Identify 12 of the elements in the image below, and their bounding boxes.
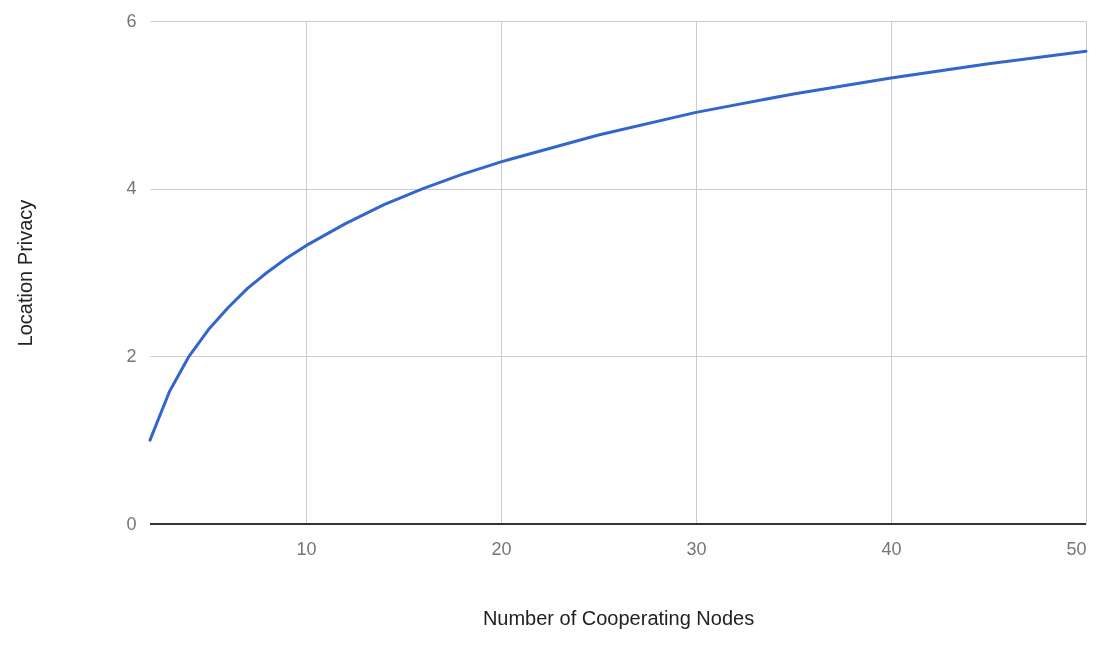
y-axis-title: Location Privacy	[14, 199, 37, 347]
x-tick-label: 50	[1066, 538, 1087, 559]
x-tick-label: 40	[881, 538, 902, 559]
y-tick-label: 2	[126, 345, 137, 366]
x-tick-label: 20	[491, 538, 512, 559]
x-tick-label: 10	[296, 538, 317, 559]
x-axis-title: Number of Cooperating Nodes	[482, 606, 755, 629]
y-tick-label: 6	[126, 10, 137, 31]
x-tick-label: 30	[686, 538, 707, 559]
y-tick-label: 0	[126, 513, 137, 534]
y-tick-label: 4	[126, 178, 137, 199]
line-series	[148, 49, 1088, 442]
